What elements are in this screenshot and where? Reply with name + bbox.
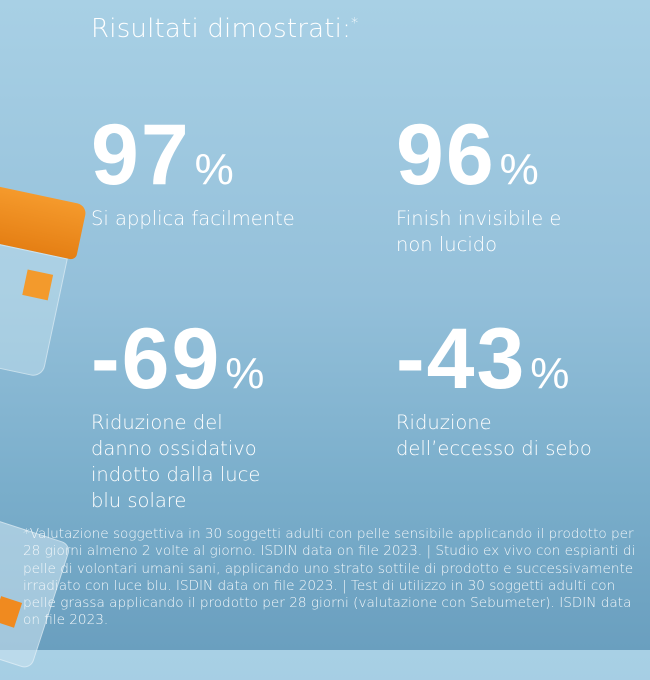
stat-unit: % [194,145,234,194]
stat-value: 97 [91,107,191,203]
stat-sebum-reduction: -43% Riduzione dell’eccesso di sebo [396,316,592,462]
stat-label: Riduzione dell’eccesso di sebo [396,411,592,460]
stat-unit: % [225,349,265,398]
title-footnote-mark: * [351,15,359,32]
stat-label: Riduzione del danno ossidativo indotto d… [91,411,261,512]
stat-label: Si applica facilmente [91,207,295,230]
jar-label [22,269,54,301]
stat-oxidative-damage: -69% Riduzione del danno ossidativo indo… [91,316,264,514]
stat-value: -69 [91,311,222,407]
jar-label [0,596,23,628]
stat-value: -43 [396,311,527,407]
stat-unit: % [530,349,570,398]
title-text: Risultati dimostrati: [91,14,352,44]
stat-apply-easily: 97% Si applica facilmente [91,112,295,232]
stat-value: 96 [396,107,496,203]
stat-unit: % [499,145,539,194]
jar-body [0,234,68,378]
stat-invisible-finish: 96% Finish invisibile e non lucido [396,112,561,258]
stat-label: Finish invisibile e non lucido [396,207,562,256]
page-title: Risultati dimostrati:* [91,14,358,44]
product-jar-image [0,178,88,381]
footnote: *Valutazione soggettiva in 30 soggetti a… [23,526,636,629]
